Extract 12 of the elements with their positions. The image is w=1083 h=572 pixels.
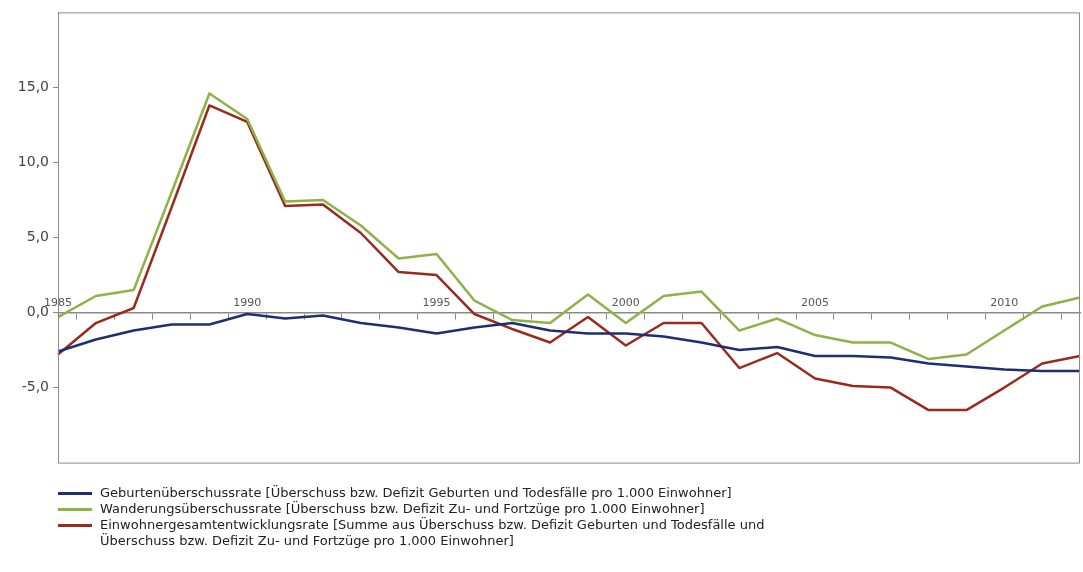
x-tick-label: 1995 bbox=[422, 295, 451, 309]
y-tick-label: -5,0 bbox=[21, 378, 49, 395]
y-tick-label: 5,0 bbox=[26, 228, 49, 245]
legend-label: Geburtenüberschussrate [Überschuss bzw. Defizit Geburten und Todesfälle pro 1.000 Einwohner] bbox=[100, 485, 732, 501]
legend-label: Wanderungsüberschussrate [Überschuss bzw. Defizit Zu- und Fortzüge pro 1.000 Einwohner] bbox=[100, 501, 705, 517]
legend-label: Einwohnergesamtentwicklungsrate [Summe aus Überschuss bzw. Defizit Geburten und Todesfälle und Überschuss bzw. Defizit Zu- und Fortzüge pro 1.000 Einwohner] bbox=[100, 517, 766, 549]
x-tick-label: 1990 bbox=[233, 295, 262, 309]
y-tick-label: 10,0 bbox=[17, 153, 49, 170]
x-tick-label: 2005 bbox=[801, 295, 830, 309]
x-tick-label: 2000 bbox=[611, 295, 640, 309]
x-tick-label: 2010 bbox=[990, 295, 1019, 309]
y-tick-label: 15,0 bbox=[17, 78, 49, 95]
